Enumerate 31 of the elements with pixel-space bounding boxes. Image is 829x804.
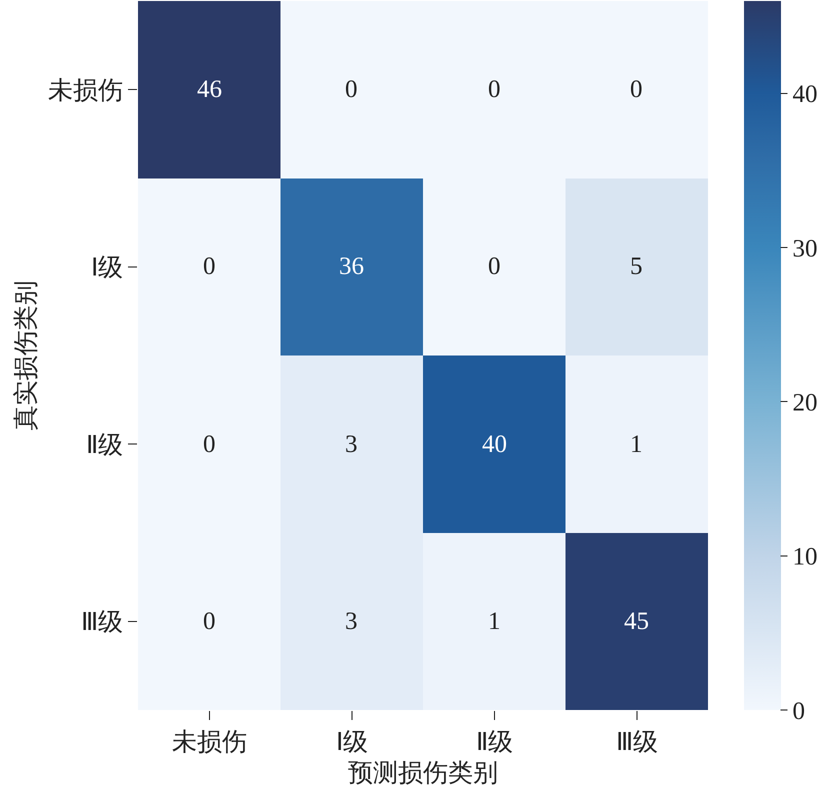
- color-bar-label: 0: [792, 698, 805, 725]
- data-label: 45: [624, 608, 649, 635]
- y-axis-title: 真实损伤类别: [12, 280, 40, 430]
- data-label: 0: [203, 253, 216, 280]
- data-label: 0: [488, 76, 500, 103]
- color-bar-label: 30: [792, 235, 818, 262]
- x-tick-label: Ⅰ级: [336, 729, 368, 756]
- data-label: 0: [488, 253, 500, 280]
- data-label: 3: [345, 608, 358, 635]
- y-tick-label: Ⅱ级: [86, 432, 123, 459]
- data-label: 40: [482, 431, 507, 458]
- data-label: 1: [488, 608, 500, 635]
- data-label: 0: [203, 431, 216, 458]
- data-label: 0: [345, 76, 358, 103]
- data-label: 5: [630, 253, 642, 280]
- x-tick-label: Ⅱ级: [476, 729, 513, 756]
- y-tick-label: 未损伤: [48, 77, 123, 104]
- data-label: 46: [197, 76, 222, 103]
- y-tick-label: Ⅰ级: [91, 254, 123, 282]
- color-bar-label: 10: [792, 544, 818, 571]
- data-label: 36: [339, 253, 364, 280]
- data-label: 1: [630, 431, 642, 458]
- x-tick-label: 未损伤: [172, 729, 247, 756]
- data-label: 0: [630, 76, 642, 103]
- y-tick-label: Ⅲ级: [81, 609, 123, 636]
- x-axis-title: 预测损伤类别: [348, 760, 498, 787]
- data-label: 3: [345, 431, 358, 458]
- x-tick-label: Ⅲ级: [616, 729, 658, 756]
- data-label: 0: [203, 608, 216, 635]
- color-bar-label: 40: [792, 81, 818, 108]
- color-bar-label: 20: [792, 389, 818, 416]
